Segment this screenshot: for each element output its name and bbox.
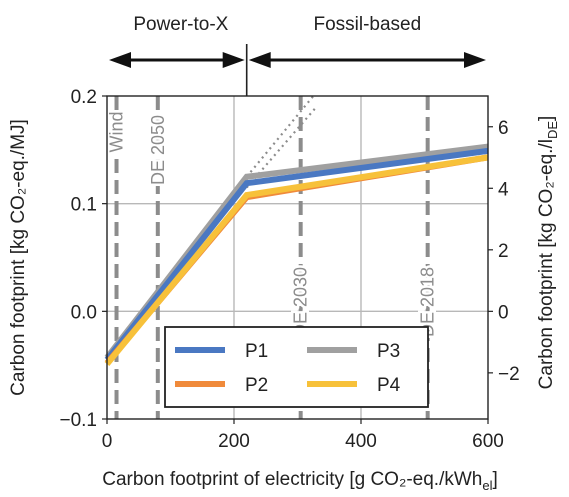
region-arrow-fossil-based-head-right [464,52,486,68]
y-left-tick-label-1: 0.0 [71,302,97,323]
x-tick-label-3: 600 [472,431,504,452]
y-right-tick-label-1: 0 [498,302,509,323]
y-left-tick-label-2: 0.1 [71,195,97,216]
legend: P1 P2 P3 P4 [164,326,429,408]
y-right-tick-label-3: 4 [498,179,509,200]
region-annotations: Power-to-X Fossil-based [109,14,486,96]
x-tick-label-0: 0 [102,431,113,452]
y-left-tick-label-0: −0.1 [59,410,97,431]
region-label-power-to-x: Power-to-X [133,14,228,35]
region-label-fossil-based: Fossil-based [313,14,421,35]
dotted-extension-0 [245,95,315,178]
region-arrow-fossil-based-head-left [248,52,271,68]
legend-label-p3: P3 [377,341,400,362]
x-axis-label: Carbon footprint of electricity [g CO₂-e… [102,469,498,493]
x-tick-label-2: 400 [345,431,377,452]
region-arrow-power-to-x-head-right [222,52,245,68]
reference-label-0: Wind [107,111,127,152]
y-right-tick-label-0: −2 [498,364,520,385]
legend-label-p2: P2 [245,375,268,396]
legend-label-p4: P4 [377,375,401,396]
y-right-tick-label-4: 6 [498,118,509,139]
legend-label-p1: P1 [245,341,268,362]
plot-frame [106,95,489,420]
tick-labels: 0 200 400 600 −0.1 0.0 0.1 0.2 −2 0 2 4 6 [59,87,519,452]
series-lines [104,143,489,367]
legend-box [164,326,429,408]
y-left-axis-label: Carbon footprint [kg CO₂-eq./MJ] [8,119,29,396]
y-right-axis-label: Carbon footprint [kg CO₂-eq./lDE] [536,116,560,390]
axes [102,95,493,424]
series-line-p1 [104,147,489,362]
series-line-p4 [104,154,489,367]
axis-labels: Carbon footprint of electricity [g CO₂-e… [8,116,560,493]
reference-label-1: DE 2050 [148,115,168,185]
region-arrow-power-to-x-head-left [109,52,131,68]
x-tick-label-1: 200 [218,431,250,452]
y-left-tick-label-3: 0.2 [71,87,97,108]
y-right-tick-label-2: 2 [498,241,509,262]
